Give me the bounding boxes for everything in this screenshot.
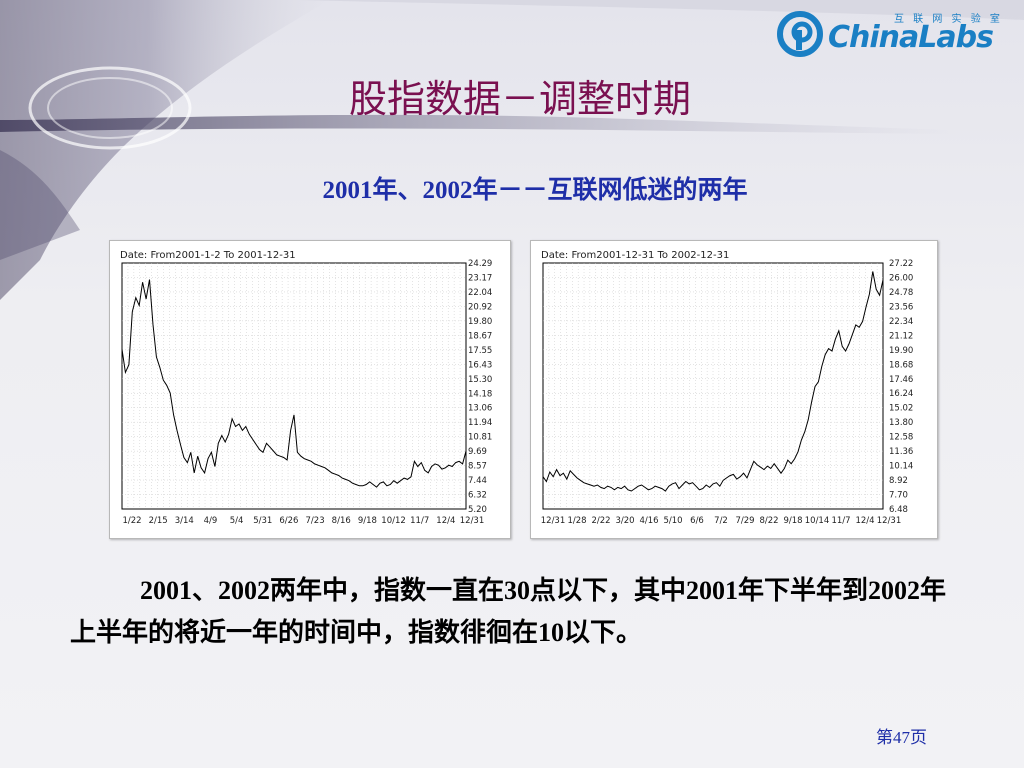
y-tick-label: 10.14 [889,462,913,472]
x-tick-label: 3/20 [615,516,634,526]
y-tick-label: 22.34 [889,317,913,327]
y-tick-label: 23.56 [889,302,913,312]
chart-date-range: Date: From2001-12-31 To 2002-12-31 [541,250,730,261]
page-number: 第47页 [876,728,927,747]
x-tick-label: 6/26 [279,516,298,526]
x-tick-label: 2/15 [149,516,168,526]
chart-date-range: Date: From2001-1-2 To 2001-12-31 [120,250,296,261]
x-tick-label: 12/31 [877,516,902,526]
x-tick-label: 12/4 [855,516,874,526]
y-tick-label: 18.68 [889,360,913,370]
y-tick-label: 8.92 [889,476,908,486]
body-paragraph-text: 2001、2002两年中，指数一直在30点以下，其中2001年下半年到2002年… [70,576,947,647]
x-tick-label: 1/28 [567,516,586,526]
gridlines [122,263,466,509]
x-tick-label: 7/23 [306,516,325,526]
y-tick-label: 11.36 [889,447,913,457]
y-tick-label: 11.94 [468,418,492,428]
series-line [121,279,467,488]
y-tick-label: 5.20 [468,505,487,515]
y-tick-label: 12.58 [889,433,913,443]
y-tick-label: 8.57 [468,462,487,472]
x-tick-label: 9/18 [783,516,802,526]
series-line [542,271,884,492]
x-tick-label: 7/29 [735,516,754,526]
y-tick-label: 17.55 [468,346,492,356]
x-tick-label: 8/22 [759,516,778,526]
y-tick-label: 20.92 [468,302,492,312]
y-tick-label: 9.69 [468,447,487,457]
y-tick-label: 15.30 [468,375,492,385]
y-tick-label: 16.43 [468,360,492,370]
y-tick-label: 10.81 [468,433,492,443]
chart-panel-2001: Date: From2001-1-2 To 2001-12-31 24.29 23… [109,240,511,539]
logo-subtitle: 互 联 网 实 验 室 [894,14,1003,25]
slide-subtitle: 2001年、2002年－－互联网低迷的两年 [322,177,748,204]
x-tick-label: 4/9 [204,516,218,526]
x-tick-label: 10/14 [805,516,830,526]
logo-mark-icon [777,11,823,57]
y-tick-label: 21.12 [889,331,913,341]
x-tick-label: 4/16 [639,516,658,526]
x-tick-label: 12/31 [541,516,566,526]
x-tick-label: 2/22 [591,516,610,526]
x-tick-label: 5/31 [253,516,272,526]
chart-panel-2002: Date: From2001-12-31 To 2002-12-31 27.22… [530,240,938,539]
x-tick-label: 9/18 [358,516,377,526]
y-tick-label: 7.70 [889,491,908,501]
line-chart-2002: 27.22 26.00 24.78 23.56 22.34 21.12 19.90 18.68… [541,259,914,526]
gridlines [543,263,883,509]
body-paragraph: 2001、2002两年中，指数一直在30点以下，其中2001年下半年到2002年… [70,570,970,654]
y-tick-label: 13.80 [889,418,913,428]
y-tick-label: 27.22 [889,259,913,269]
x-tick-label: 5/4 [230,516,244,526]
x-tick-label: 6/6 [690,516,704,526]
x-tick-label: 1/22 [122,516,141,526]
y-tick-label: 14.18 [468,389,492,399]
y-tick-label: 15.02 [889,404,913,414]
y-tick-label: 16.24 [889,389,913,399]
y-tick-label: 7.44 [468,476,487,486]
logo-wordmark: ChinaLabs [828,20,994,55]
y-tick-label: 19.80 [468,317,492,327]
y-tick-label: 22.04 [468,288,492,298]
y-tick-label: 13.06 [468,404,492,414]
y-tick-label: 24.78 [889,288,913,298]
x-tick-label: 11/7 [831,516,850,526]
y-tick-label: 6.32 [468,491,487,501]
x-tick-label: 10/12 [381,516,406,526]
y-tick-label: 17.46 [889,375,913,385]
y-tick-label: 19.90 [889,346,913,356]
x-tick-label: 12/4 [436,516,455,526]
plot-area [121,262,467,510]
x-tick-label: 11/7 [410,516,429,526]
slide-title: 股指数据－调整时期 [348,77,691,121]
y-tick-label: 18.67 [468,331,492,341]
x-tick-label: 3/14 [175,516,194,526]
y-tick-label: 26.00 [889,273,913,283]
x-tick-label: 7/2 [714,516,728,526]
y-tick-label: 23.17 [468,273,492,283]
y-tick-label: 6.48 [889,505,908,515]
x-tick-label: 12/31 [460,516,485,526]
y-tick-label: 24.29 [468,259,492,269]
x-tick-label: 8/16 [332,516,351,526]
x-tick-label: 5/10 [663,516,682,526]
chinalabs-logo: 互 联 网 实 验 室 ChinaLabs [776,6,1006,62]
line-chart-2001: 24.29 23.17 22.04 20.92 19.80 18.67 17.55 16.43… [121,259,492,526]
